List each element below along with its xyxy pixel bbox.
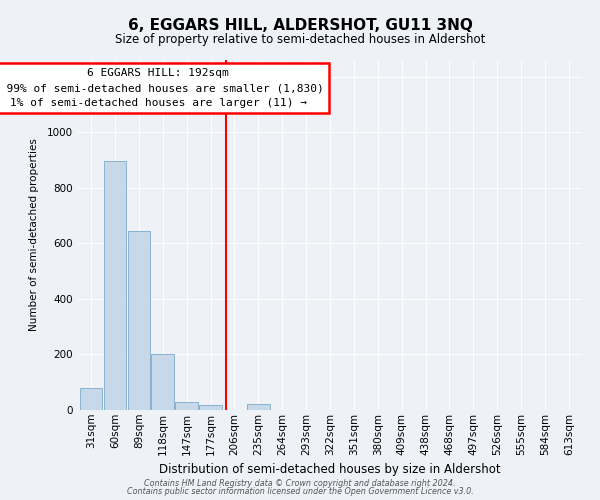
Bar — [175, 402, 198, 410]
Text: Contains HM Land Registry data © Crown copyright and database right 2024.: Contains HM Land Registry data © Crown c… — [144, 478, 456, 488]
Bar — [199, 405, 222, 410]
Bar — [80, 388, 103, 410]
Bar — [247, 404, 269, 410]
Y-axis label: Number of semi-detached properties: Number of semi-detached properties — [29, 138, 38, 332]
Text: Size of property relative to semi-detached houses in Aldershot: Size of property relative to semi-detach… — [115, 32, 485, 46]
Text: 6 EGGARS HILL: 192sqm
← 99% of semi-detached houses are smaller (1,830)
1% of se: 6 EGGARS HILL: 192sqm ← 99% of semi-deta… — [0, 68, 323, 108]
Bar — [128, 231, 150, 410]
Bar — [104, 162, 127, 410]
X-axis label: Distribution of semi-detached houses by size in Aldershot: Distribution of semi-detached houses by … — [159, 463, 501, 476]
Text: 6, EGGARS HILL, ALDERSHOT, GU11 3NQ: 6, EGGARS HILL, ALDERSHOT, GU11 3NQ — [128, 18, 472, 32]
Text: Contains public sector information licensed under the Open Government Licence v3: Contains public sector information licen… — [127, 487, 473, 496]
Bar — [151, 354, 174, 410]
